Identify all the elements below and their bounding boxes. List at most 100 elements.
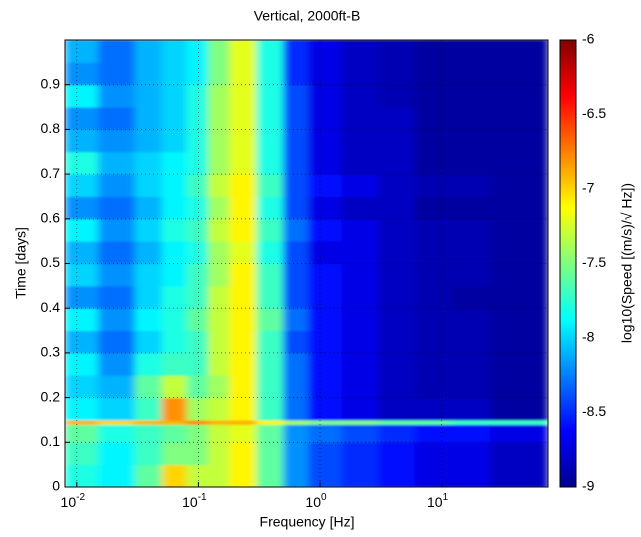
heatmap-cell: [451, 62, 491, 86]
heatmap-cell: [98, 263, 136, 287]
heatmap-cell: [256, 107, 284, 130]
heatmap-cell: [229, 241, 257, 264]
heatmap-cell: [98, 419, 136, 425]
heatmap-cell: [256, 464, 284, 487]
heatmap-cell: [308, 174, 342, 197]
heatmap-cell: [489, 40, 548, 63]
heatmap-cell: [256, 151, 284, 175]
heatmap-cell: [208, 174, 230, 197]
heatmap-cell: [98, 107, 136, 130]
heatmap-cell: [229, 375, 257, 399]
heatmap-cell: [489, 464, 548, 487]
heatmap-cell: [283, 241, 309, 264]
heatmap-cell: [283, 330, 309, 354]
heatmap-cell: [378, 397, 416, 421]
heatmap-cell: [186, 442, 209, 466]
heatmap-cell: [65, 196, 99, 220]
heatmap-cell: [229, 174, 257, 197]
heatmap-cell: [414, 308, 452, 332]
heatmap-cell: [229, 129, 257, 153]
heatmap-cell: [451, 330, 491, 354]
x-tick-base: 10: [305, 494, 321, 510]
heatmap-cell: [308, 107, 342, 130]
heatmap-cell: [378, 330, 416, 354]
heatmap-cell: [256, 397, 284, 421]
heatmap-cell: [229, 151, 257, 175]
x-tick-exponent: 0: [321, 492, 327, 503]
heatmap-cell: [256, 40, 284, 63]
heatmap-cell: [65, 308, 99, 332]
heatmap-cell: [229, 330, 257, 354]
heatmap-cell: [98, 151, 136, 175]
heatmap-cell: [229, 107, 257, 130]
heatmap-cell: [98, 129, 136, 153]
heatmap-cell: [161, 62, 188, 86]
heatmap-cell: [378, 424, 416, 443]
heatmap-cell: [186, 424, 209, 443]
heatmap-cell: [134, 151, 163, 175]
heatmap-cell: [414, 62, 452, 86]
heatmap-cell: [451, 107, 491, 130]
heatmap-cell: [451, 151, 491, 175]
heatmap-cell: [283, 442, 309, 466]
heatmap-cell: [451, 285, 491, 309]
heatmap-cell: [451, 241, 491, 264]
heatmap-cell: [186, 419, 209, 425]
heatmap-cell: [256, 424, 284, 443]
y-tick-label: 0: [52, 478, 60, 494]
heatmap-cell: [186, 330, 209, 354]
heatmap-cell: [161, 174, 188, 197]
heatmap-cell: [451, 129, 491, 153]
heatmap-cell: [414, 107, 452, 130]
heatmap-cell: [341, 397, 379, 421]
heatmap-cell: [451, 375, 491, 399]
colorbar: [559, 39, 577, 488]
colorbar-tick-label: -7.5: [582, 254, 606, 270]
colorbar-label: log10(Speed [(m/s)/√ Hz]): [619, 183, 635, 343]
heatmap-cell: [283, 263, 309, 287]
heatmap-cell: [98, 40, 136, 63]
heatmap-cell: [65, 397, 99, 421]
heatmap-cell: [489, 308, 548, 332]
heatmap-cell: [308, 218, 342, 242]
heatmap-cell: [341, 40, 379, 63]
heatmap-cell: [98, 174, 136, 197]
heatmap-cell: [414, 196, 452, 220]
heatmap-cell: [308, 352, 342, 376]
heatmap-cell: [98, 330, 136, 354]
y-tick-label: 0.9: [41, 75, 61, 91]
heatmap-cell: [283, 419, 309, 425]
y-tick-label: 0.3: [41, 344, 61, 360]
heatmap-cell: [65, 40, 99, 63]
heatmap-cell: [256, 196, 284, 220]
heatmap-cell: [256, 285, 284, 309]
heatmap-cell: [98, 424, 136, 443]
heatmap-cell: [378, 285, 416, 309]
heatmap-cell: [134, 352, 163, 376]
heatmap-cell: [341, 84, 379, 108]
heatmap-cell: [341, 129, 379, 153]
heatmap-cell: [65, 129, 99, 153]
colorbar-tick-label: -9: [582, 478, 595, 494]
heatmap-cell: [186, 397, 209, 421]
heatmap-cell: [134, 196, 163, 220]
y-tick-label: 0.2: [41, 388, 61, 404]
heatmap-cell: [341, 62, 379, 86]
heatmap-cell: [308, 330, 342, 354]
heatmap-cell: [186, 218, 209, 242]
heatmap-cell: [341, 375, 379, 399]
y-tick-label: 0.7: [41, 165, 61, 181]
heatmap-cell: [208, 218, 230, 242]
heatmap-cell: [229, 397, 257, 421]
heatmap-cell: [414, 375, 452, 399]
heatmap-cell: [186, 174, 209, 197]
heatmap-cell: [308, 241, 342, 264]
heatmap-cell: [186, 464, 209, 487]
heatmap-cell: [341, 151, 379, 175]
heatmap-cell: [378, 464, 416, 487]
heatmap-cell: [341, 263, 379, 287]
heatmap-cell: [65, 84, 99, 108]
heatmap-cell: [489, 442, 548, 466]
heatmap-cell: [186, 263, 209, 287]
plot-frame: [64, 39, 549, 488]
